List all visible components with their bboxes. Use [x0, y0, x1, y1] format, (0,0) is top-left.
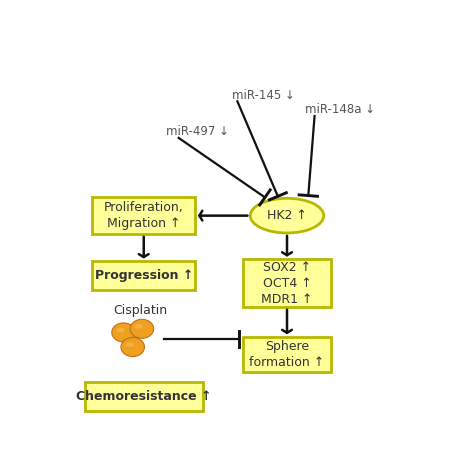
- Ellipse shape: [126, 342, 134, 347]
- Ellipse shape: [117, 328, 125, 332]
- Text: Chemoresistance ↑: Chemoresistance ↑: [76, 390, 211, 403]
- Text: miR-148a ↓: miR-148a ↓: [305, 103, 375, 116]
- Ellipse shape: [121, 337, 145, 356]
- Text: Progression ↑: Progression ↑: [94, 269, 193, 283]
- Ellipse shape: [130, 319, 154, 338]
- Text: miR-145 ↓: miR-145 ↓: [232, 89, 295, 102]
- Ellipse shape: [135, 324, 143, 329]
- Text: Cisplatin: Cisplatin: [113, 304, 167, 317]
- Text: Sphere
formation ↑: Sphere formation ↑: [249, 340, 325, 369]
- Ellipse shape: [112, 323, 135, 342]
- FancyBboxPatch shape: [92, 197, 195, 234]
- Ellipse shape: [250, 198, 324, 233]
- Text: Proliferation,
Migration ↑: Proliferation, Migration ↑: [104, 201, 183, 230]
- FancyBboxPatch shape: [92, 261, 195, 291]
- FancyBboxPatch shape: [243, 259, 331, 307]
- Text: HK2 ↑: HK2 ↑: [267, 209, 307, 222]
- FancyBboxPatch shape: [243, 337, 331, 372]
- Text: SOX2 ↑
OCT4 ↑
MDR1 ↑: SOX2 ↑ OCT4 ↑ MDR1 ↑: [261, 261, 313, 306]
- Text: miR-497 ↓: miR-497 ↓: [166, 125, 229, 138]
- FancyBboxPatch shape: [85, 382, 202, 411]
